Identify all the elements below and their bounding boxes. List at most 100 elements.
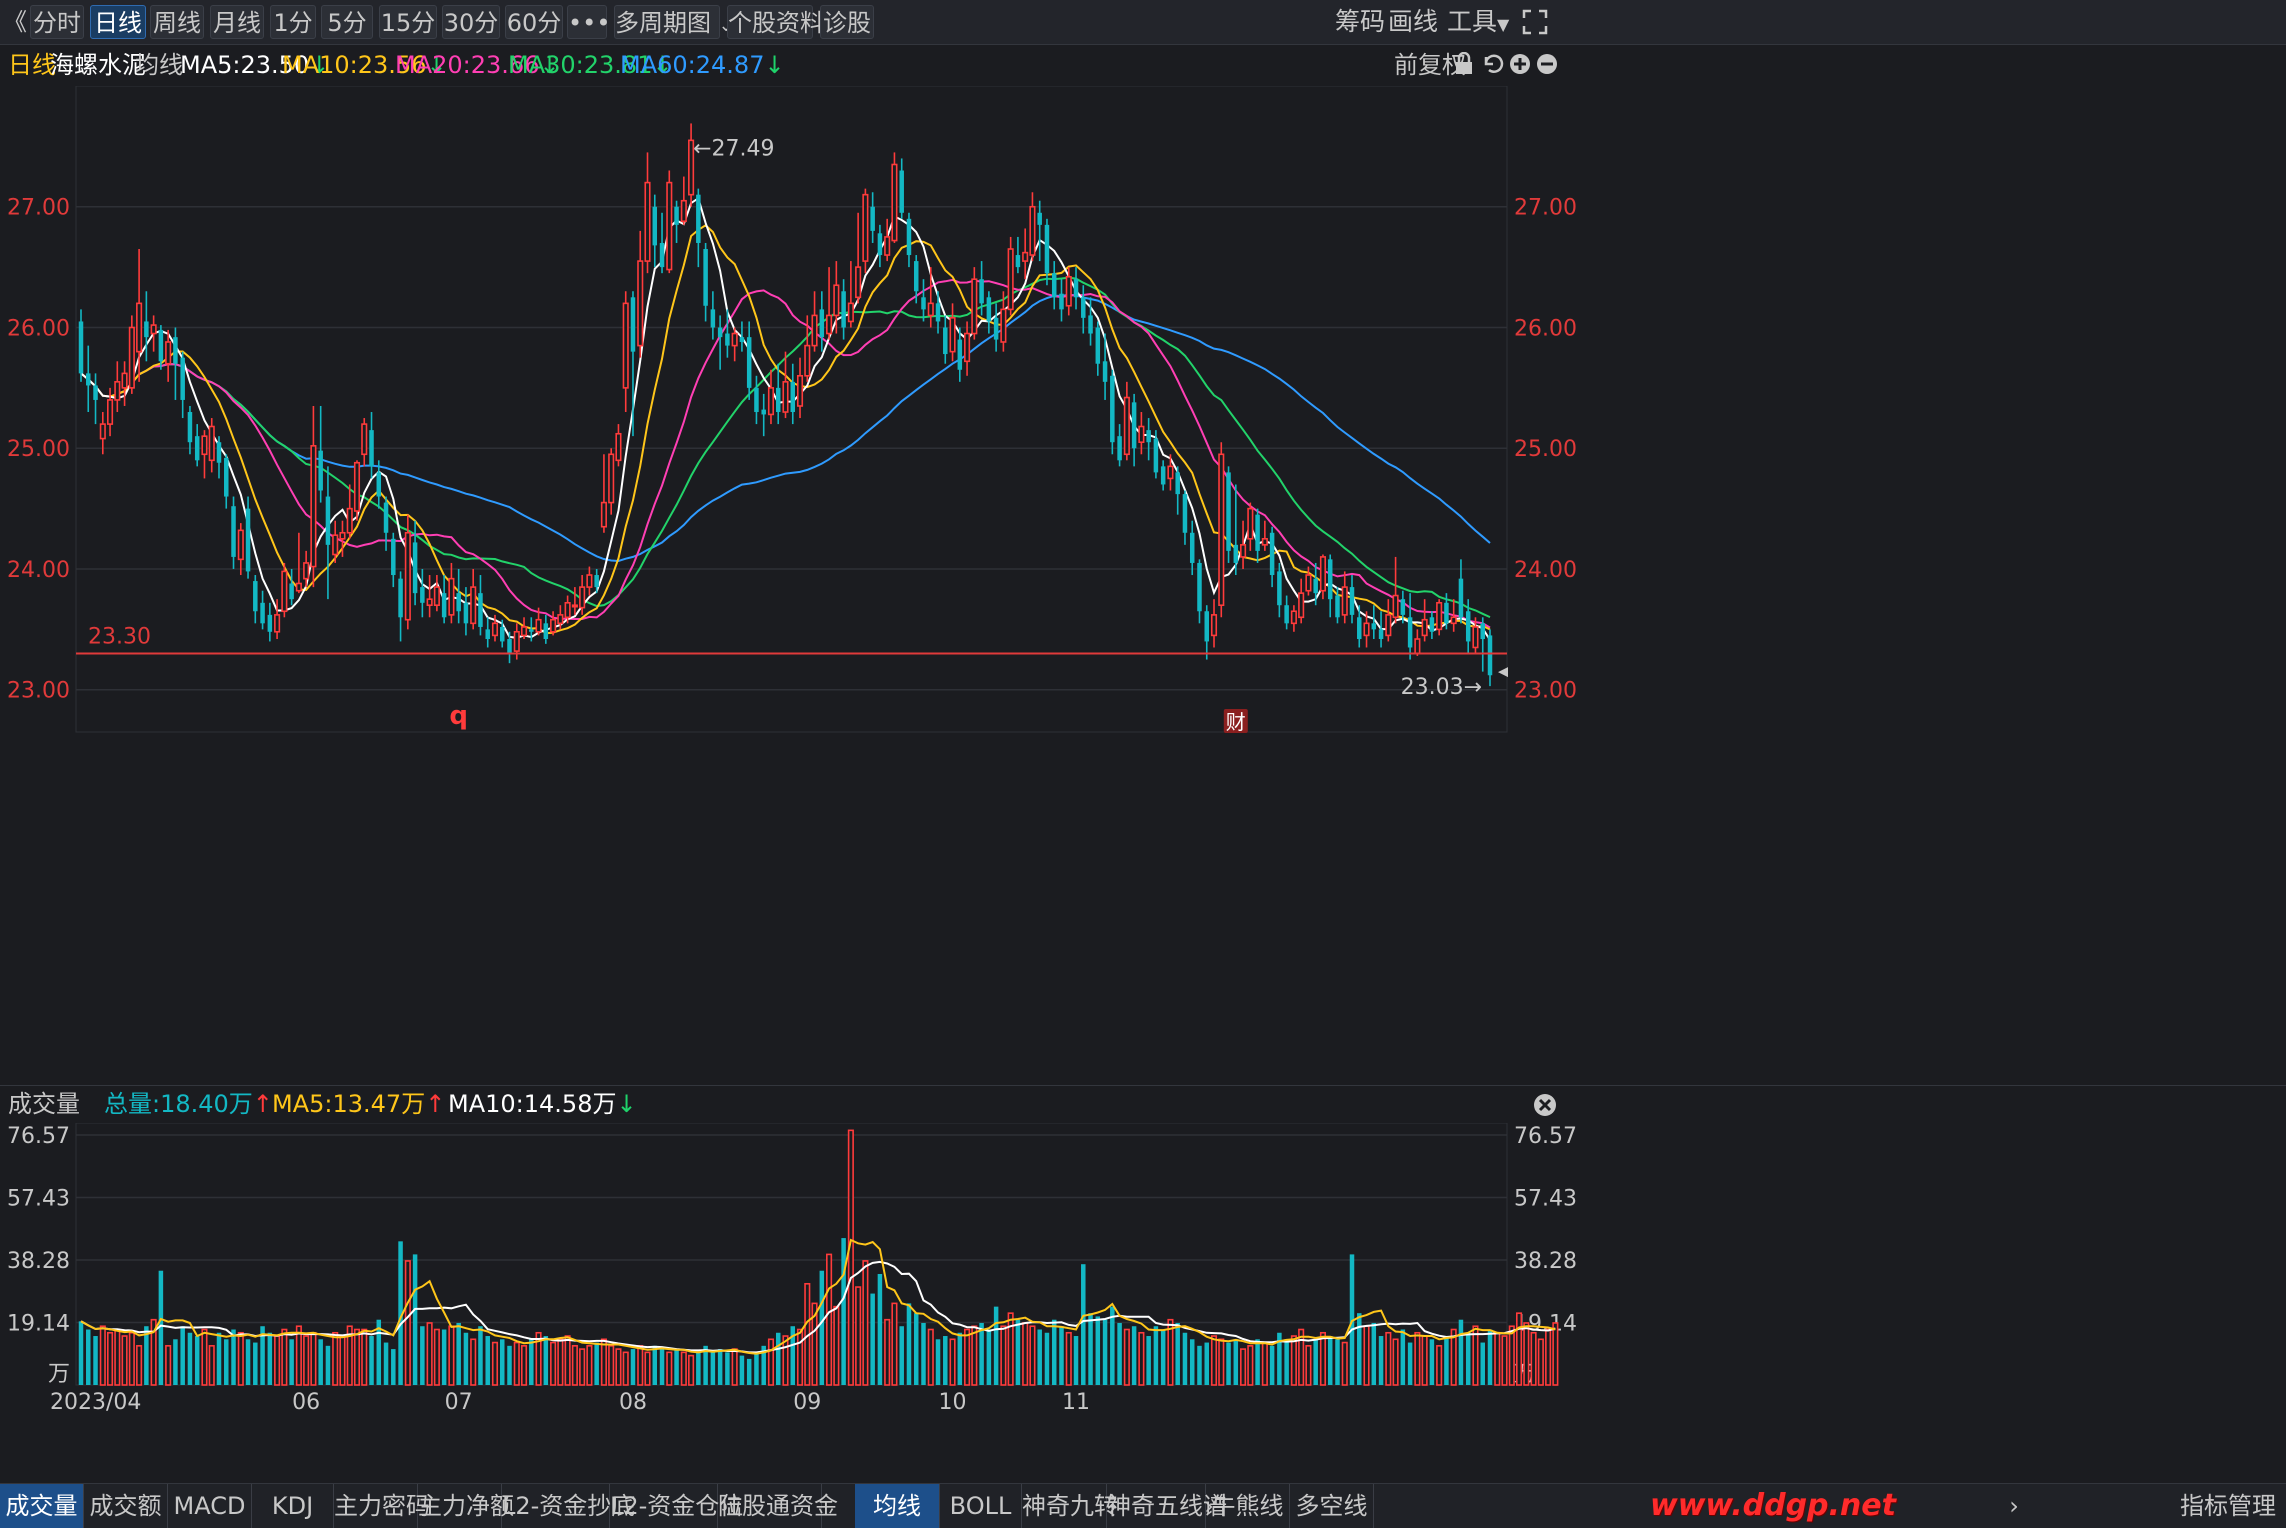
candle[interactable] bbox=[78, 309, 84, 382]
candle[interactable] bbox=[1247, 502, 1254, 551]
candle[interactable] bbox=[927, 267, 934, 328]
candle[interactable] bbox=[1400, 590, 1406, 624]
volume-bar[interactable] bbox=[448, 1325, 455, 1386]
candle[interactable] bbox=[1197, 559, 1202, 624]
volume-bar[interactable] bbox=[775, 1332, 781, 1385]
candle[interactable] bbox=[1007, 236, 1014, 316]
candle[interactable] bbox=[615, 424, 622, 467]
volume-bar[interactable] bbox=[260, 1326, 265, 1385]
candle[interactable] bbox=[1218, 442, 1225, 618]
volume-bar[interactable] bbox=[1138, 1331, 1145, 1386]
volume-bar[interactable] bbox=[520, 1345, 528, 1386]
volume-bar[interactable] bbox=[899, 1326, 904, 1385]
candle[interactable] bbox=[1341, 571, 1348, 624]
candle[interactable] bbox=[870, 192, 875, 243]
volume-bar[interactable] bbox=[1167, 1318, 1174, 1386]
volume-bar[interactable] bbox=[332, 1331, 339, 1386]
volume-bar[interactable] bbox=[325, 1345, 331, 1385]
volume-bar[interactable] bbox=[594, 1342, 599, 1385]
candle[interactable] bbox=[644, 152, 651, 274]
overlay-tab-2[interactable]: 神奇九转 bbox=[1022, 1484, 1118, 1528]
volume-bar[interactable] bbox=[1051, 1319, 1057, 1385]
volume-bar[interactable] bbox=[1189, 1339, 1195, 1385]
volume-bar[interactable] bbox=[128, 1331, 135, 1386]
volume-bar[interactable] bbox=[1407, 1342, 1413, 1385]
volume-bar[interactable] bbox=[150, 1318, 157, 1386]
volume-bar[interactable] bbox=[303, 1335, 310, 1386]
indicator-tab-3[interactable]: KDJ bbox=[252, 1484, 334, 1528]
candle[interactable] bbox=[128, 315, 135, 394]
volume-bar[interactable] bbox=[630, 1349, 636, 1385]
tabs-scroll-right-icon[interactable]: › bbox=[1204, 1492, 1214, 1520]
volume-bar[interactable] bbox=[1357, 1313, 1362, 1385]
candle[interactable] bbox=[637, 230, 644, 358]
candle[interactable] bbox=[739, 321, 745, 352]
candle[interactable] bbox=[1065, 267, 1072, 316]
candle[interactable] bbox=[746, 321, 752, 400]
candle[interactable] bbox=[703, 242, 708, 322]
candle[interactable] bbox=[884, 218, 891, 262]
overlay-tab-5[interactable]: 多空线 bbox=[1290, 1484, 1374, 1528]
candle[interactable] bbox=[1123, 381, 1130, 461]
candle[interactable] bbox=[339, 520, 346, 557]
volume-bar[interactable] bbox=[114, 1328, 121, 1386]
volume-bar[interactable] bbox=[717, 1349, 723, 1385]
candle[interactable] bbox=[1022, 228, 1029, 280]
volume-bar[interactable] bbox=[1363, 1325, 1370, 1386]
volume-bar[interactable] bbox=[1233, 1339, 1239, 1385]
candle[interactable] bbox=[1480, 617, 1485, 672]
candle[interactable] bbox=[767, 369, 775, 425]
candle[interactable] bbox=[1059, 279, 1064, 322]
volume-bar[interactable] bbox=[1414, 1331, 1421, 1386]
volume-bar[interactable] bbox=[237, 1331, 244, 1386]
candle[interactable] bbox=[1371, 605, 1377, 640]
candle[interactable] bbox=[1081, 285, 1086, 334]
volume-bar[interactable] bbox=[767, 1338, 775, 1386]
candle[interactable] bbox=[376, 460, 382, 509]
volume-bar[interactable] bbox=[383, 1342, 389, 1385]
volume-bar[interactable] bbox=[790, 1326, 796, 1385]
volume-bar[interactable] bbox=[499, 1339, 505, 1385]
candle[interactable] bbox=[1110, 369, 1115, 455]
volume-bar[interactable] bbox=[1305, 1345, 1312, 1386]
candle[interactable] bbox=[1146, 418, 1151, 461]
candle[interactable] bbox=[891, 152, 898, 243]
stock-name[interactable]: 海螺水泥 bbox=[50, 51, 146, 79]
volume-bar[interactable] bbox=[615, 1348, 622, 1386]
candle[interactable] bbox=[710, 291, 716, 340]
candle[interactable] bbox=[819, 291, 825, 352]
tools-button[interactable]: 工具▼ bbox=[1447, 5, 1509, 39]
volume-bar[interactable] bbox=[1450, 1328, 1457, 1386]
volume-bar[interactable] bbox=[1226, 1342, 1231, 1385]
volume-bar[interactable] bbox=[420, 1326, 425, 1385]
volume-bar[interactable] bbox=[1516, 1312, 1523, 1386]
volume-bar[interactable] bbox=[622, 1351, 629, 1386]
candle[interactable] bbox=[433, 575, 440, 612]
candlestick-chart[interactable]: 27.00 27.00 26.00 26.00 25.00 25.00 24.00 24.00… bbox=[0, 86, 2286, 1085]
volume-bar[interactable] bbox=[993, 1306, 999, 1385]
volume-bar[interactable] bbox=[165, 1345, 172, 1386]
volume-bar[interactable] bbox=[543, 1336, 549, 1385]
candle[interactable] bbox=[943, 315, 948, 364]
volume-bar[interactable] bbox=[224, 1339, 229, 1385]
volume-bar[interactable] bbox=[746, 1358, 752, 1385]
volume-bar[interactable] bbox=[935, 1339, 941, 1385]
volume-bar[interactable] bbox=[456, 1322, 461, 1385]
candle[interactable] bbox=[1233, 484, 1239, 576]
volume-bar[interactable] bbox=[1261, 1341, 1268, 1386]
volume-bar[interactable] bbox=[964, 1328, 971, 1386]
candle[interactable] bbox=[353, 460, 361, 521]
candle[interactable] bbox=[550, 611, 557, 636]
candle[interactable] bbox=[775, 363, 781, 425]
volume-bar[interactable] bbox=[979, 1322, 984, 1385]
candle[interactable] bbox=[463, 587, 469, 636]
candle[interactable] bbox=[1029, 192, 1036, 262]
candle[interactable] bbox=[1117, 424, 1122, 467]
volume-bar[interactable] bbox=[1218, 1338, 1225, 1386]
volume-bar[interactable] bbox=[891, 1302, 898, 1386]
volume-bar[interactable] bbox=[586, 1345, 593, 1386]
volume-bar[interactable] bbox=[652, 1345, 658, 1385]
candle[interactable] bbox=[804, 315, 811, 382]
volume-bar[interactable] bbox=[1421, 1335, 1428, 1386]
overlay-tab-3[interactable]: 神奇五线谱 bbox=[1107, 1484, 1227, 1528]
